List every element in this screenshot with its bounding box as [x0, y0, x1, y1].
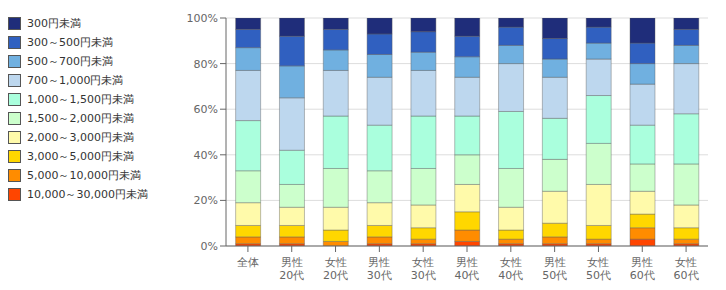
html-text:2,000～3,000円未満: 2,000～3,000円未満	[27, 131, 134, 144]
svg-text:20%: 20%	[194, 194, 218, 207]
svg-text:女性50代: 女性50代	[586, 256, 611, 282]
svg-text:男性30代: 男性30代	[367, 256, 392, 282]
svg-text:女性20代: 女性20代	[323, 256, 348, 282]
svg-text:男性20代: 男性20代	[279, 256, 304, 282]
html-text:1,000～1,500円未満: 1,000～1,500円未満	[27, 93, 134, 106]
svg-text:100%: 100%	[187, 12, 218, 25]
svg-text:男性60代: 男性60代	[630, 256, 655, 282]
html-text:10,000～30,000円未満: 10,000～30,000円未満	[27, 188, 148, 201]
html-text:700～1,000円未満: 700～1,000円未満	[27, 74, 124, 87]
svg-text:80%: 80%	[194, 58, 218, 71]
svg-text:60%: 60%	[194, 103, 218, 116]
svg-text:全体: 全体	[237, 256, 259, 269]
html-text:300～500円未満: 300～500円未満	[27, 36, 113, 49]
svg-text:40%: 40%	[194, 149, 218, 162]
svg-text:0%: 0%	[201, 240, 218, 253]
html-text:1,500～2,000円未満: 1,500～2,000円未満	[27, 112, 134, 125]
html-text:3,000～5,000円未満: 3,000～5,000円未満	[27, 150, 134, 163]
html-text:300円未満: 300円未満	[27, 17, 81, 30]
svg-text:男性50代: 男性50代	[542, 256, 567, 282]
html-text:500～700円未満: 500～700円未満	[27, 55, 113, 68]
svg-text:男性40代: 男性40代	[455, 256, 480, 282]
svg-text:女性60代: 女性60代	[674, 256, 699, 282]
svg-text:女性40代: 女性40代	[498, 256, 523, 282]
svg-text:女性30代: 女性30代	[411, 256, 436, 282]
html-text:5,000～10,000円未満: 5,000～10,000円未満	[27, 169, 141, 182]
